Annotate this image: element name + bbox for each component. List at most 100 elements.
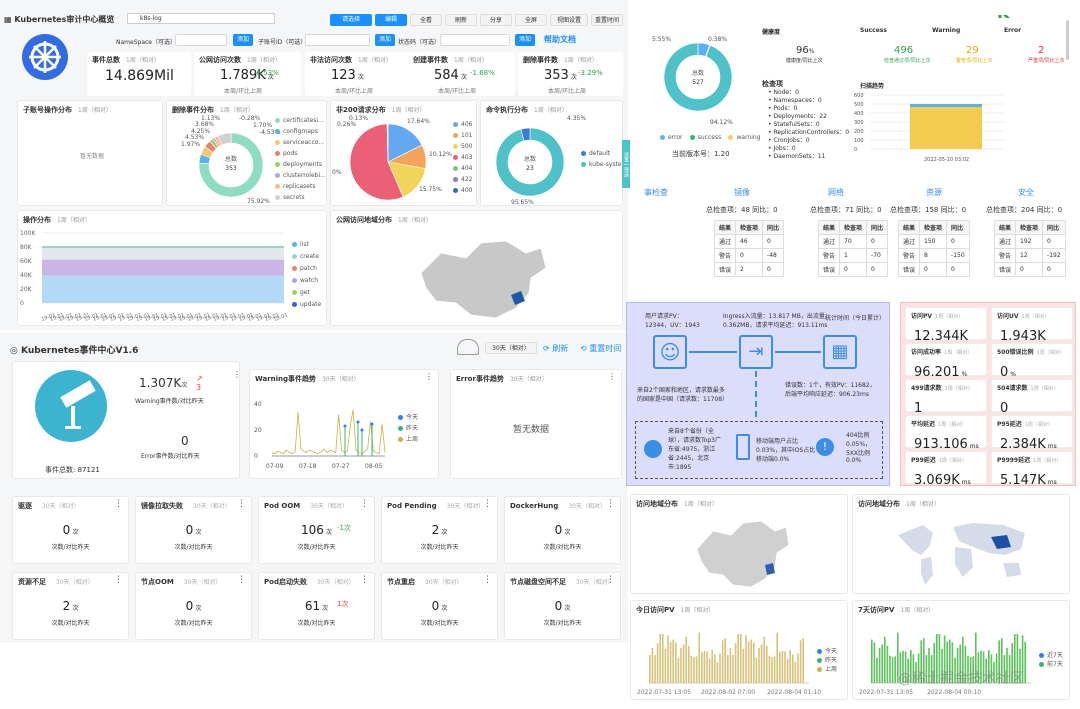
- more-icon[interactable]: ⋮: [237, 575, 246, 585]
- more-icon[interactable]: ⋮: [425, 372, 433, 381]
- table-cell: 0: [946, 234, 970, 249]
- more-icon[interactable]: ⋮: [237, 499, 246, 509]
- check-item: • Jobs：0: [768, 145, 796, 152]
- x-tick: 19-01: [256, 312, 272, 323]
- user-icon: ☺: [653, 335, 687, 369]
- table-cell: 通过: [897, 234, 921, 249]
- bar: [938, 634, 941, 683]
- week-pv-card: 7天访问PV 1周（相对） 近7天 前7天 2022-07-31 13:05 20…: [852, 600, 1070, 700]
- bar: [799, 640, 802, 683]
- table-cell: 警告: [897, 248, 921, 263]
- origin-text: 来自2个国家和地区，请求数最多 的国家是中国（请求数：11708）: [637, 387, 729, 403]
- edit-button[interactable]: 编辑: [375, 14, 407, 26]
- x-tick: 2022-08-02 07:00: [701, 689, 756, 696]
- namespace-add-button[interactable]: 添加: [233, 34, 253, 46]
- command-exec-card: 命令执行分布 1周（相对） 总数 23 4.35% 95.65% default …: [480, 100, 623, 206]
- status-add-button[interactable]: 添加: [515, 34, 535, 46]
- bar: [771, 657, 773, 683]
- help-doc-link[interactable]: 帮助文档: [544, 35, 576, 44]
- bar: [980, 650, 982, 683]
- subaccount-input[interactable]: [305, 34, 370, 46]
- bar: [690, 655, 693, 683]
- event-sub: 次数/对比昨天: [420, 620, 459, 627]
- globe-icon: [644, 440, 662, 458]
- table-cell: 0: [1042, 262, 1066, 277]
- share-button[interactable]: 分享: [480, 14, 512, 26]
- more-icon[interactable]: ⋮: [360, 575, 369, 585]
- side-tab[interactable]: 设置 | 筛选: [622, 140, 630, 188]
- x-tick: 19-01: [66, 312, 82, 323]
- bar: [750, 639, 752, 683]
- bar: [745, 635, 747, 683]
- health-col-title: Success: [860, 27, 887, 34]
- label: 94.12%: [710, 119, 733, 126]
- bar: [967, 655, 969, 683]
- bar: [910, 650, 912, 683]
- select-dropdown[interactable]: 请选择: [330, 14, 372, 26]
- kpi-title: 事件总数 1周（相对）: [92, 56, 160, 64]
- bar: [899, 652, 902, 683]
- bar: [946, 641, 948, 683]
- table-cell: -70: [866, 248, 889, 263]
- event-delta: 1次: [337, 600, 349, 608]
- more-icon[interactable]: ⋮: [606, 575, 615, 585]
- more-icon[interactable]: ⋮: [606, 499, 615, 509]
- bar: [920, 640, 922, 683]
- status-code-input[interactable]: [440, 34, 510, 46]
- bar: [925, 655, 928, 683]
- bar: [667, 635, 669, 683]
- bar: [706, 651, 708, 683]
- view-settings-button[interactable]: 视图设置: [550, 14, 588, 26]
- access-stat-card: P9999延迟 1周（相对） 5.147K ms: [991, 451, 1073, 488]
- legend-item: create: [300, 253, 320, 260]
- bar: [1024, 641, 1026, 683]
- delete-donut-chart: 总数 353: [198, 132, 264, 198]
- kpi-title: 非法访问次数 1周（相对）: [310, 56, 392, 64]
- status-text: 错误数：1个，有效PV：11682， 后端平均响应延迟：906.23ms: [785, 382, 876, 398]
- error-count: 0: [181, 434, 189, 448]
- more-icon[interactable]: ⋮: [483, 499, 492, 509]
- more-icon[interactable]: ⋮: [360, 499, 369, 509]
- refresh-button[interactable]: ⟳ 刷新: [543, 344, 569, 353]
- kpi-card: 公网访问次数 1周（相对） 1.789K 次 -6.53% 本周/环比上周: [194, 52, 301, 96]
- x-tick: 2022-07-31 13:05: [859, 689, 914, 696]
- y-tick: 40: [254, 401, 262, 408]
- health-scrollbar[interactable]: [1066, 20, 1069, 60]
- more-icon[interactable]: ⋮: [483, 575, 492, 585]
- health-col-value: 96%: [796, 45, 815, 56]
- view-all-button[interactable]: 全看: [410, 14, 442, 26]
- bar: [776, 632, 778, 683]
- scan-title: 扫描趋势: [860, 83, 885, 90]
- reset-time-button[interactable]: 重置时间: [591, 14, 623, 26]
- op-dist-card: 操作分布 1周（相对） 100K 80K 60K 40K 20K 0 19-01 19-01 19…: [17, 210, 327, 326]
- reset-time-button[interactable]: ⟲ 重置时间: [580, 344, 622, 353]
- more-icon[interactable]: ⋮: [114, 499, 123, 509]
- bar: [802, 638, 804, 683]
- bar: [664, 648, 667, 683]
- more-icon[interactable]: ⋮: [233, 370, 239, 379]
- bar: [878, 648, 881, 683]
- y-tick: 0: [854, 147, 857, 153]
- health-col-sub: 健康度/同比上次: [786, 58, 823, 64]
- more-icon[interactable]: ⋮: [608, 372, 616, 381]
- subaccount-add-button[interactable]: 添加: [375, 34, 395, 46]
- table-cell: 检查项: [1015, 220, 1044, 235]
- warning-trend-card: Warning事件趋势 30天（相对） ⋮ 40 20 0 07-09 07-18 07-2…: [249, 369, 439, 479]
- logo: K: [997, 15, 1009, 22]
- refresh-button[interactable]: 刷新: [445, 14, 477, 26]
- namespace-input[interactable]: [175, 34, 227, 46]
- delete-legend: certificatesi... configmaps serviceacco.…: [275, 115, 326, 203]
- fullscreen-button[interactable]: 全屏: [515, 14, 547, 26]
- more-icon[interactable]: ⋮: [114, 575, 123, 585]
- warn-legend: 今天 昨天 上周: [398, 412, 418, 445]
- dashboard-tab[interactable]: k8s-log: [127, 13, 275, 24]
- bar: [975, 632, 977, 683]
- card-title: 镜像拉取失败 30天（相对）: [141, 502, 231, 510]
- table-cell: 0: [866, 262, 889, 277]
- table-cell: 1: [839, 248, 868, 263]
- stat-value: 12.344K: [914, 329, 969, 344]
- time-range-select[interactable]: 30天（相对）: [485, 342, 537, 354]
- bar: [969, 657, 972, 683]
- bar: [1008, 655, 1011, 683]
